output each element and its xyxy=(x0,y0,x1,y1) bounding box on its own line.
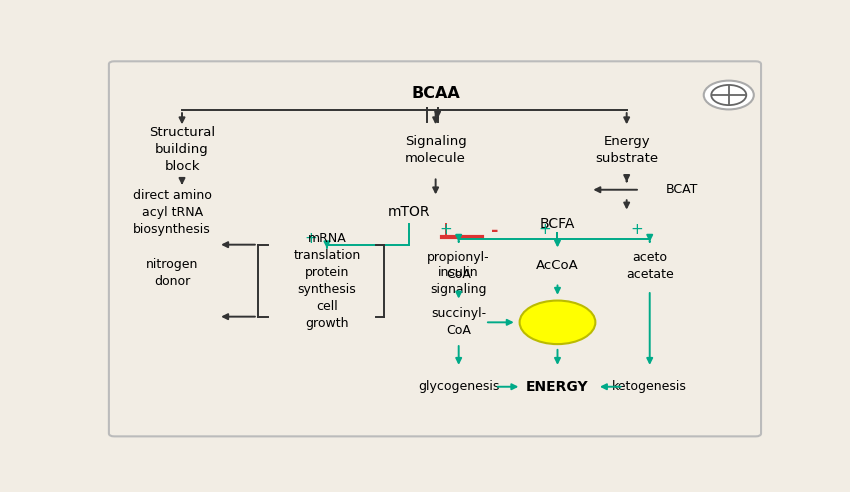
Text: direct amino
acyl tRNA
biosynthesis: direct amino acyl tRNA biosynthesis xyxy=(133,189,212,236)
Text: +: + xyxy=(304,231,317,246)
Text: aceto
acetate: aceto acetate xyxy=(626,250,673,280)
Ellipse shape xyxy=(519,301,595,344)
Text: BCAT: BCAT xyxy=(666,183,699,196)
Text: ENERGY: ENERGY xyxy=(526,380,589,394)
Text: +: + xyxy=(538,222,551,237)
Circle shape xyxy=(704,81,754,109)
Text: -: - xyxy=(491,222,499,240)
FancyBboxPatch shape xyxy=(109,62,761,436)
Text: propionyl-
CoA: propionyl- CoA xyxy=(428,250,490,280)
Text: AcCoA: AcCoA xyxy=(536,259,579,272)
Text: insulin
signaling: insulin signaling xyxy=(430,266,487,296)
Text: TCA: TCA xyxy=(541,315,575,330)
Text: mTOR: mTOR xyxy=(388,206,430,219)
Text: succinyl-
CoA: succinyl- CoA xyxy=(431,308,486,338)
Text: mRNA
translation
protein
synthesis
cell
growth: mRNA translation protein synthesis cell … xyxy=(293,232,360,330)
Text: BCAA: BCAA xyxy=(411,86,460,101)
Text: glycogenesis: glycogenesis xyxy=(418,380,499,393)
Text: BCFA: BCFA xyxy=(540,217,575,231)
Text: +: + xyxy=(439,222,452,237)
Text: ketogenesis: ketogenesis xyxy=(612,380,687,393)
Text: Structural
building
block: Structural building block xyxy=(149,126,215,174)
Text: Energy
substrate: Energy substrate xyxy=(595,135,658,165)
Text: nitrogen
donor: nitrogen donor xyxy=(146,258,198,288)
Text: +: + xyxy=(630,222,643,237)
Text: Signaling
molecule: Signaling molecule xyxy=(405,135,467,165)
